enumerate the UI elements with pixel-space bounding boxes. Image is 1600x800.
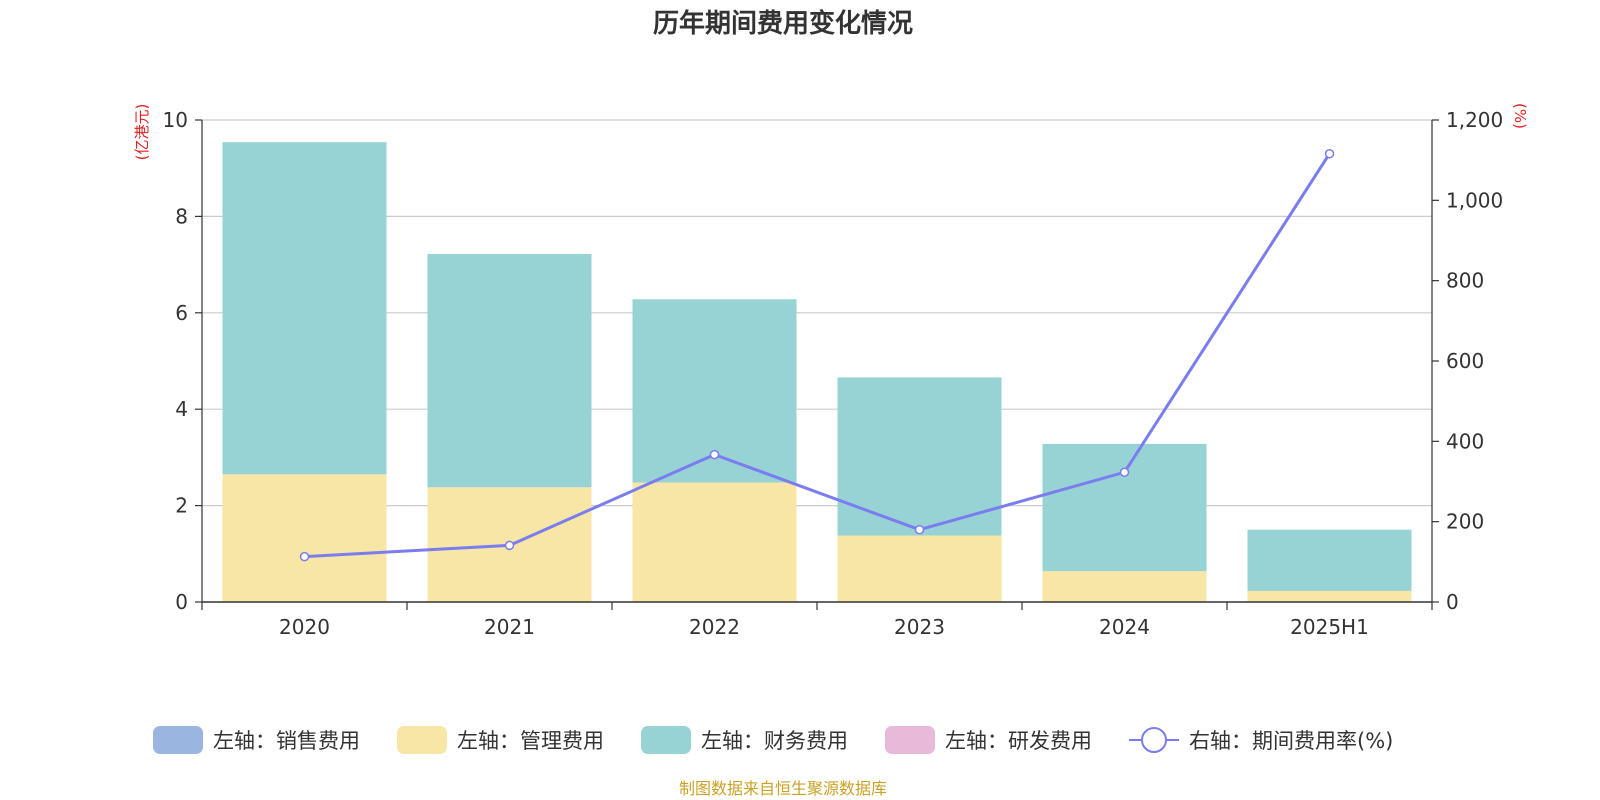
left-tick-label: 6 bbox=[175, 301, 188, 325]
x-tick-label: 2022 bbox=[689, 615, 740, 639]
left-axis-unit: (亿港元) bbox=[133, 104, 151, 161]
x-tick-label: 2020 bbox=[279, 615, 330, 639]
legend-label: 左轴：研发费用 bbox=[945, 729, 1092, 753]
rate-point bbox=[299, 551, 310, 562]
chart-title: 历年期间费用变化情况 bbox=[653, 8, 913, 39]
legend: 左轴：销售费用 左轴：管理费用 左轴：财务费用 左轴：研发费用 右轴：期间费用率(%) bbox=[153, 726, 1393, 754]
x-tick-label: 2024 bbox=[1099, 615, 1150, 639]
right-tick-label: 800 bbox=[1446, 269, 1484, 293]
rate-point bbox=[1324, 148, 1335, 159]
rate-point bbox=[914, 524, 925, 535]
right-tick-label: 200 bbox=[1446, 510, 1484, 534]
right-tick-label: 400 bbox=[1446, 429, 1484, 453]
legend-label: 左轴：财务费用 bbox=[701, 729, 848, 753]
rate-point bbox=[504, 540, 515, 551]
bar-segment bbox=[1042, 443, 1207, 572]
legend-swatch bbox=[397, 726, 447, 754]
legend-marker bbox=[1141, 727, 1167, 753]
bar-segment bbox=[1247, 590, 1412, 602]
bar-segment bbox=[222, 142, 387, 475]
x-tick-label: 2021 bbox=[484, 615, 535, 639]
right-axis-unit: (%) bbox=[1511, 103, 1529, 129]
grid-lines bbox=[202, 119, 1432, 507]
right-tick-label: 1,000 bbox=[1446, 188, 1503, 212]
rate-point bbox=[709, 449, 720, 460]
right-tick-label: 0 bbox=[1446, 590, 1459, 614]
bars bbox=[222, 142, 1412, 602]
bar-segment bbox=[837, 535, 1002, 602]
bar-segment bbox=[632, 482, 797, 602]
left-tick-label: 2 bbox=[175, 494, 188, 518]
legend-swatch bbox=[641, 726, 691, 754]
x-tick-label: 2023 bbox=[894, 615, 945, 639]
axes: 0 2 4 6 8 10 0 200 400 600 800 1,000 1,200 2020 2021 20… bbox=[163, 108, 1504, 639]
legend-swatch bbox=[153, 726, 203, 754]
left-tick-label: 8 bbox=[175, 204, 188, 228]
legend-label: 左轴：管理费用 bbox=[457, 729, 604, 753]
legend-label: 右轴：期间费用率(%) bbox=[1189, 729, 1393, 753]
legend-label: 左轴：销售费用 bbox=[213, 729, 360, 753]
source-note: 制图数据来自恒生聚源数据库 bbox=[679, 779, 887, 798]
bar-segment bbox=[837, 377, 1002, 536]
left-tick-label: 10 bbox=[163, 108, 188, 132]
rate-line-path bbox=[304, 152, 1331, 559]
right-tick-label: 600 bbox=[1446, 349, 1484, 373]
rate-point bbox=[1119, 467, 1130, 478]
x-tick-label: 2025H1 bbox=[1290, 615, 1369, 639]
bar-segment bbox=[222, 474, 387, 602]
right-tick-label: 1,200 bbox=[1446, 108, 1503, 132]
bar-segment bbox=[1247, 529, 1412, 591]
left-tick-label: 0 bbox=[175, 590, 188, 614]
rate-line bbox=[299, 148, 1335, 562]
legend-swatch bbox=[885, 726, 935, 754]
bar-segment bbox=[427, 253, 592, 488]
bar-segment bbox=[1042, 571, 1207, 602]
left-tick-label: 4 bbox=[175, 397, 188, 421]
